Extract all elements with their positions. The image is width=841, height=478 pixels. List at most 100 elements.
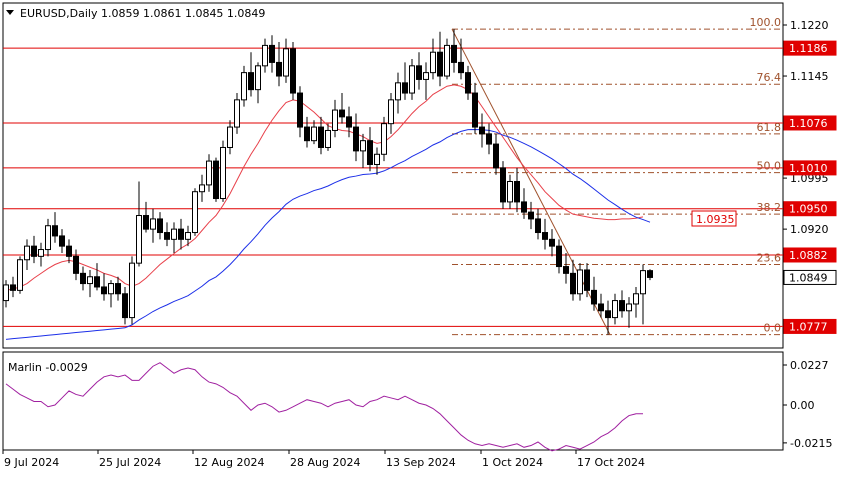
candle: [360, 133, 366, 168]
horizontal-levels: [3, 47, 783, 327]
fib-level-label: 76.4: [757, 71, 782, 84]
candle: [458, 38, 464, 80]
candle-body: [255, 65, 261, 91]
candle-body: [262, 44, 268, 67]
level-price-marker: [783, 247, 837, 263]
candle-body: [94, 276, 100, 288]
candle: [556, 239, 562, 274]
candle: [94, 263, 100, 291]
candle: [87, 269, 93, 298]
oscillator-pane[interactable]: [2, 351, 784, 451]
candle: [297, 86, 303, 138]
candle-body: [297, 92, 303, 128]
candle: [472, 82, 478, 134]
candle-body: [339, 109, 345, 118]
candle-body: [563, 266, 569, 274]
candle-body: [514, 181, 520, 203]
candle-body: [402, 82, 408, 94]
candle: [283, 38, 289, 83]
candle-body: [199, 184, 205, 193]
candle-body: [535, 218, 541, 234]
candle-body: [290, 48, 296, 94]
candle-body: [206, 160, 212, 186]
candle: [528, 201, 534, 230]
candlesticks: [3, 29, 653, 335]
candle-body: [451, 44, 457, 63]
candle-body: [52, 225, 58, 237]
ma-slow-line: [5, 129, 651, 340]
candle: [346, 106, 352, 138]
candle: [108, 280, 114, 308]
candle-body: [388, 99, 394, 125]
time-tick-label: 28 Aug 2024: [290, 456, 360, 469]
candle: [416, 52, 422, 90]
candle: [192, 188, 198, 236]
candle-body: [584, 269, 590, 291]
candle-body: [619, 300, 625, 312]
candle-body: [353, 126, 359, 152]
candle: [164, 222, 170, 247]
candle: [115, 276, 121, 301]
candle-body: [507, 181, 513, 203]
candle: [24, 239, 30, 270]
candle-body: [591, 289, 597, 305]
candle: [311, 120, 317, 145]
level-price-label: 1.1186: [789, 42, 828, 55]
fib-level-label: 23.6: [757, 252, 782, 265]
fib-trendline[interactable]: [451, 28, 611, 335]
current-price-label: 1.0849: [789, 271, 828, 284]
level-price-marker: [783, 40, 837, 56]
level-price-marker: [783, 318, 837, 334]
candle: [479, 113, 485, 148]
candle-body: [409, 65, 415, 94]
level-price-label: 1.1010: [789, 162, 828, 175]
candle-body: [73, 255, 79, 274]
candle-body: [234, 99, 240, 128]
candle: [206, 154, 212, 192]
candle-body: [164, 232, 170, 240]
candle-body: [157, 218, 163, 234]
candle: [605, 300, 611, 335]
candle: [500, 161, 506, 209]
dropdown-triangle-icon[interactable]: [6, 10, 14, 15]
candle: [451, 29, 457, 73]
fibonacci-retracement[interactable]: 100.0 76.4 61.8 50.0 38.2 23.6 0.0: [451, 16, 782, 336]
candle: [10, 276, 16, 298]
candle: [290, 42, 296, 100]
candle-body: [304, 126, 310, 142]
candle: [143, 201, 149, 233]
candle-body: [549, 238, 555, 247]
candle: [381, 116, 387, 162]
fib-level-label: 50.0: [757, 160, 782, 173]
candle: [45, 218, 51, 257]
candle-body: [171, 228, 177, 240]
candle: [549, 229, 555, 257]
price-tick-label: 1.0920: [790, 223, 829, 236]
candle: [241, 65, 247, 107]
candle: [220, 140, 226, 202]
candle-body: [500, 167, 506, 203]
candle: [367, 127, 373, 172]
time-axis: 9 Jul 2024 25 Jul 2024 12 Aug 2024 28 Aug 2…: [2, 450, 645, 469]
candle-body: [59, 235, 65, 247]
level-price-label: 1.0882: [789, 249, 828, 262]
candle-body: [465, 72, 471, 94]
price-tick-label: 1.1220: [790, 19, 829, 32]
level-price-marker: [783, 115, 837, 131]
price-tick-label: 1.1145: [790, 70, 829, 83]
candle: [465, 65, 471, 100]
main-pane[interactable]: [2, 2, 784, 349]
candle-body: [213, 160, 219, 200]
candle-body: [66, 245, 72, 257]
candle: [640, 264, 646, 325]
ma-fast-line: [5, 84, 644, 291]
candle: [248, 52, 254, 97]
fib-level-label: 100.0: [750, 16, 782, 29]
candle-body: [178, 228, 184, 240]
candle-body: [311, 126, 317, 142]
candle: [339, 93, 345, 124]
candle-body: [192, 191, 198, 234]
fib-value-box-label: 1.0935: [696, 213, 735, 226]
